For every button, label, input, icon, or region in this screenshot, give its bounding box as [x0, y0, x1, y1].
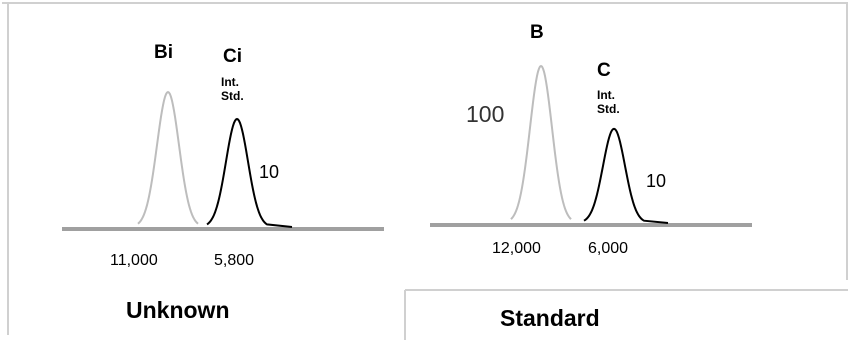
unknown-peak-ci-area-label: 5,800 [214, 252, 254, 269]
unknown-peak-bi [137, 90, 199, 225]
unknown-peak-ci-sublabel: Int. Std. [221, 75, 244, 103]
standard-peak-c-area-label: 6,000 [588, 240, 628, 257]
standard-peak-b [510, 64, 572, 220]
standard-peak-c-sublabel: Int. Std. [597, 88, 620, 116]
standard-peak-b-name: B [530, 22, 544, 43]
unknown-peak-bi-name: Bi [154, 42, 173, 63]
chart-standard: B C Int. Std. 100 10 12,000 6,000 Standa… [430, 22, 752, 331]
chart-unknown: Bi Ci Int. Std. 10 11,000 5,800 Unknown [62, 42, 384, 323]
unknown-peak-ci-height-label: 10 [259, 162, 279, 182]
standard-peak-c-name: C [597, 60, 611, 81]
standard-peak-b-area-label: 12,000 [492, 240, 541, 257]
standard-peak-b-height-label: 100 [466, 101, 504, 127]
standard-title: Standard [500, 305, 600, 331]
standard-peak-c [583, 127, 669, 224]
unknown-title: Unknown [126, 297, 230, 323]
unknown-peak-ci [206, 117, 293, 228]
standard-peak-c-height-label: 10 [646, 171, 666, 191]
unknown-peak-bi-area-label: 11,000 [110, 252, 158, 269]
unknown-peak-ci-name: Ci [223, 46, 242, 67]
